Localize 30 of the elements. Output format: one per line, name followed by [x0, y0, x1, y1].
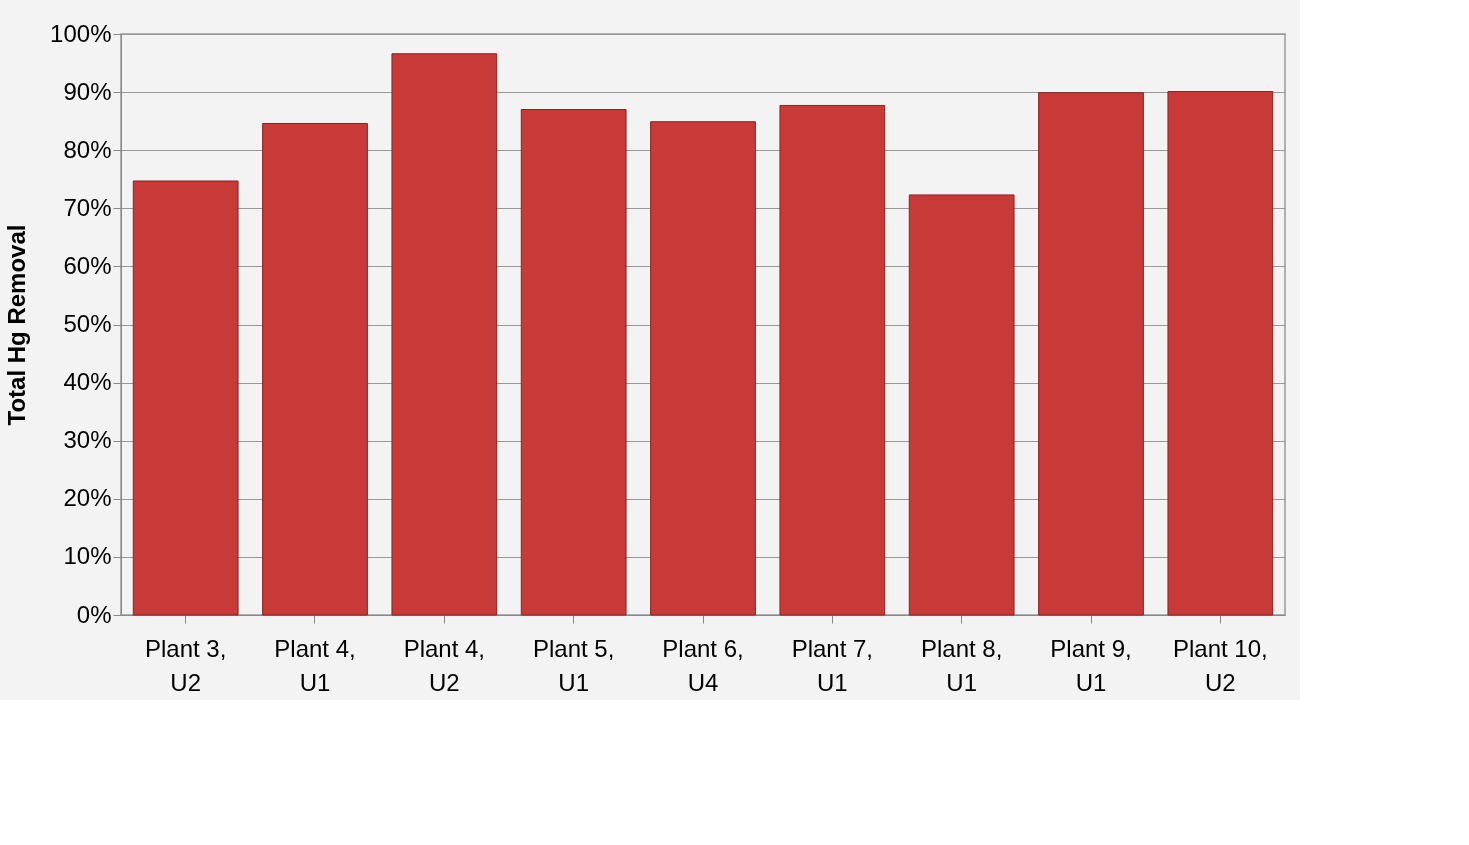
- bar: [520, 109, 627, 616]
- y-tick-label: 70%: [63, 193, 112, 221]
- bar: [779, 104, 886, 616]
- y-tick-label: 60%: [63, 251, 112, 279]
- x-tick-label: Plant 10, U2: [1172, 634, 1268, 696]
- y-tick-label: 20%: [63, 484, 112, 512]
- y-tick-label: 90%: [63, 77, 112, 105]
- x-tick-label: Plant 8, U1: [920, 634, 1003, 696]
- x-tick-label: Plant 3, U2: [144, 634, 227, 696]
- x-tick-label: Plant 4, U2: [403, 634, 486, 696]
- x-tick-label: Plant 6, U4: [662, 634, 744, 696]
- y-axis-title: Total Hg Removal: [3, 224, 31, 426]
- x-tick-label: Plant 5, U1: [532, 634, 615, 696]
- bar: [391, 53, 498, 616]
- bar: [650, 121, 756, 616]
- bar: [262, 122, 368, 616]
- y-tick-label: 0%: [76, 600, 112, 628]
- y-tick-label: 100%: [50, 19, 112, 47]
- bar: [1167, 91, 1274, 616]
- y-tick-label: 80%: [63, 135, 112, 163]
- x-tick-label: Plant 7, U1: [791, 634, 874, 696]
- bar: [132, 180, 239, 616]
- x-tick-label: Plant 9, U1: [1050, 634, 1132, 696]
- y-tick-label: 10%: [63, 542, 112, 570]
- x-tick-label: Plant 4, U1: [274, 634, 356, 696]
- y-tick-label: 30%: [63, 426, 112, 454]
- bar: [1038, 92, 1144, 616]
- y-tick-label: 50%: [63, 310, 112, 337]
- y-tick-label: 40%: [63, 368, 112, 396]
- bar: [908, 194, 1015, 616]
